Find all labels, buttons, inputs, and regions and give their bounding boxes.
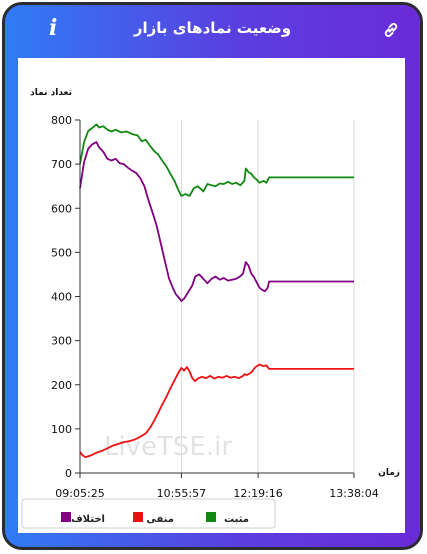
legend-item-difference[interactable]: اختلاف — [61, 512, 105, 525]
widget-frame: i وضعیت نمادهای بازار LiveTSE.ir 09:05:2… — [2, 2, 423, 550]
legend-item-negative[interactable]: منفی — [133, 512, 174, 525]
y-tick-label: 500 — [51, 246, 72, 259]
y-tick-label: 0 — [65, 467, 72, 480]
info-icon[interactable]: i — [49, 15, 58, 41]
series-line-1 — [79, 363, 354, 458]
legend-label-difference: اختلاف — [71, 514, 105, 525]
link-icon[interactable] — [382, 21, 400, 39]
legend-swatch-positive — [206, 512, 216, 522]
y-tick-label: 100 — [51, 423, 72, 436]
widget-header: i وضعیت نمادهای بازار — [5, 5, 420, 57]
x-tick-label: 13:38:04 — [329, 487, 378, 500]
x-tick-label: 12:19:16 — [233, 487, 282, 500]
chart-axes: 09:05:25 10:55:57 12:19:16 13:38:04 0 100 200 3… — [51, 114, 379, 500]
legend-label-positive: مثبت — [224, 514, 249, 525]
market-status-chart: LiveTSE.ir 09:05:25 10:55:57 12:19:16 13:38… — [21, 88, 400, 529]
y-tick-label: 700 — [51, 158, 72, 171]
legend-item-positive[interactable]: مثبت — [206, 512, 249, 525]
widget-title: وضعیت نمادهای بازار — [133, 19, 292, 37]
legend-label-negative: منفی — [146, 514, 174, 525]
y-axis-title: تعداد نماد — [30, 88, 72, 98]
chart-watermark: LiveTSE.ir — [104, 432, 232, 462]
y-tick-label: 800 — [51, 114, 72, 127]
series-line-0 — [79, 123, 354, 197]
series-line-2 — [79, 141, 354, 302]
legend-swatch-negative — [133, 512, 143, 522]
chart-series — [79, 123, 354, 458]
y-tick-label: 200 — [51, 379, 72, 392]
legend-swatch-difference — [61, 512, 71, 522]
y-tick-label: 400 — [51, 291, 72, 304]
x-tick-label: 09:05:25 — [55, 487, 104, 500]
x-axis-title: زمان — [378, 468, 400, 478]
chart-card: LiveTSE.ir 09:05:25 10:55:57 12:19:16 13:38… — [18, 58, 405, 533]
x-tick-label: 10:55:57 — [157, 487, 206, 500]
chart-grid — [79, 120, 355, 473]
y-tick-label: 300 — [51, 335, 72, 348]
y-tick-label: 600 — [51, 202, 72, 215]
